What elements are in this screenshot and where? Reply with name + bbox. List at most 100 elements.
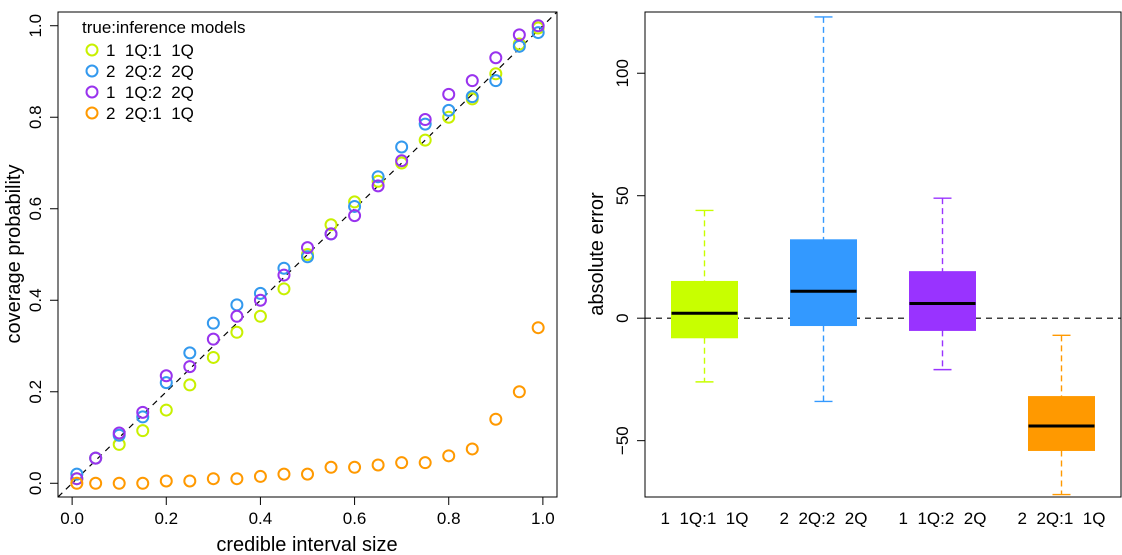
data-point-series-2 (418, 117, 432, 131)
coverage-x-axis-label: credible interval size (216, 534, 397, 555)
identity-reference-line (57, 11, 558, 498)
category-label: 2 2Q:2 2Q (780, 509, 868, 528)
data-point-series-3 (253, 293, 267, 307)
box-body (671, 280, 738, 339)
boxplot-2 (790, 16, 857, 403)
data-point-series-3 (206, 332, 220, 346)
data-point-series-4 (277, 467, 291, 481)
data-point-series-4 (418, 456, 432, 470)
legend-label: 2 2Q:2 2Q (106, 62, 194, 81)
data-point-series-2 (301, 250, 314, 264)
category-label: 1 1Q:2 2Q (899, 509, 987, 528)
legend-title: true:inference models (82, 18, 245, 37)
data-point-series-2 (159, 376, 173, 390)
data-point-series-1 (442, 110, 456, 124)
coverage-panel: 0.0 0.2 0.4 0.6 0.8 1.0 0.0 0.2 0.4 0.6 0.8 1.0 tru… (3, 11, 558, 555)
coverage-y-axis-label: coverage probability (3, 165, 25, 344)
data-point-series-4 (253, 469, 267, 483)
data-point-series-1 (418, 133, 432, 147)
error-plot-frame (644, 11, 1122, 498)
data-point-series-2 (442, 103, 456, 117)
data-point-series-3 (442, 87, 456, 101)
data-point-series-1 (159, 403, 173, 417)
data-point-series-2 (183, 346, 197, 360)
legend-marker (85, 85, 99, 99)
data-point-series-2 (489, 74, 503, 88)
data-point-series-2 (230, 298, 244, 312)
data-point-series-3 (371, 179, 385, 193)
data-point-series-1 (371, 174, 385, 188)
box-body (1028, 396, 1095, 451)
box-body (790, 239, 857, 327)
x-tick-label: 0.8 (437, 509, 461, 528)
data-point-series-3 (89, 451, 103, 465)
data-point-series-4 (324, 460, 338, 474)
data-point-series-3 (70, 472, 84, 486)
legend-label: 1 1Q:2 2Q (106, 83, 194, 102)
box-body (909, 271, 976, 331)
error-panel: −50 0 50 100 1 1Q:1 1Q 2 2Q:2 2Q 1 1Q:2 2Q 2 2… (586, 11, 1122, 528)
data-point-series-3 (489, 51, 503, 65)
data-point-series-2 (136, 410, 150, 424)
data-point-series-3 (531, 19, 545, 33)
legend-marker (85, 64, 99, 78)
data-point-series-2 (531, 26, 545, 40)
category-label: 1 1Q:1 1Q (661, 509, 749, 528)
data-point-series-4 (230, 472, 244, 486)
data-point-series-2 (371, 170, 385, 184)
data-point-series-1 (136, 424, 150, 438)
data-point-series-4 (348, 460, 362, 474)
data-point-series-4 (206, 472, 220, 486)
y-tick-label: 50 (613, 186, 632, 205)
data-point-series-1 (230, 325, 244, 339)
y-tick-label: 0 (613, 313, 632, 322)
data-point-series-1 (206, 350, 220, 364)
coverage-plot-frame (57, 11, 558, 498)
data-point-series-3 (230, 309, 244, 323)
data-point-series-4 (159, 474, 173, 488)
y-tick-label: 100 (613, 59, 632, 87)
data-point-series-3 (183, 360, 197, 374)
x-tick-label: 1.0 (531, 509, 555, 528)
data-point-series-4 (371, 458, 385, 472)
legend-label: 1 1Q:1 1Q (106, 41, 194, 60)
data-point-series-2 (277, 261, 291, 275)
boxplot-4 (1028, 334, 1095, 496)
data-point-series-3 (512, 28, 526, 42)
x-tick-label: 0.2 (154, 509, 178, 528)
legend-marker (85, 106, 99, 120)
data-point-series-3 (136, 405, 150, 419)
y-tick-label: 0.8 (26, 105, 45, 129)
data-point-series-2 (253, 286, 267, 300)
x-tick-label: 0.0 (60, 509, 84, 528)
data-point-series-3 (418, 113, 432, 127)
data-point-series-1 (253, 309, 267, 323)
legend-marker (85, 43, 99, 57)
x-tick-label: 0.4 (249, 509, 273, 528)
data-point-series-4 (112, 476, 126, 490)
data-point-series-4 (531, 321, 545, 335)
data-point-series-2 (348, 199, 362, 213)
data-point-series-1 (277, 282, 291, 296)
x-tick-label: 0.6 (343, 509, 367, 528)
data-point-series-3 (112, 426, 126, 440)
data-point-series-3 (159, 369, 173, 383)
data-point-series-1 (489, 67, 503, 81)
category-label: 2 2Q:1 1Q (1018, 509, 1106, 528)
y-tick-label: 0.0 (26, 471, 45, 495)
data-point-series-3 (301, 241, 314, 255)
y-tick-label: 1.0 (26, 14, 45, 38)
boxplot-3 (909, 197, 976, 371)
y-tick-label: 0.4 (26, 288, 45, 312)
data-point-series-4 (465, 442, 479, 456)
data-point-series-4 (489, 412, 503, 426)
boxplot-1 (671, 209, 738, 383)
data-point-series-3 (277, 268, 291, 282)
data-point-series-2 (70, 467, 84, 481)
data-point-series-4 (301, 467, 314, 481)
y-tick-label: −50 (613, 426, 632, 455)
data-point-series-2 (206, 316, 220, 330)
data-point-series-4 (183, 474, 197, 488)
data-point-series-3 (324, 227, 338, 241)
